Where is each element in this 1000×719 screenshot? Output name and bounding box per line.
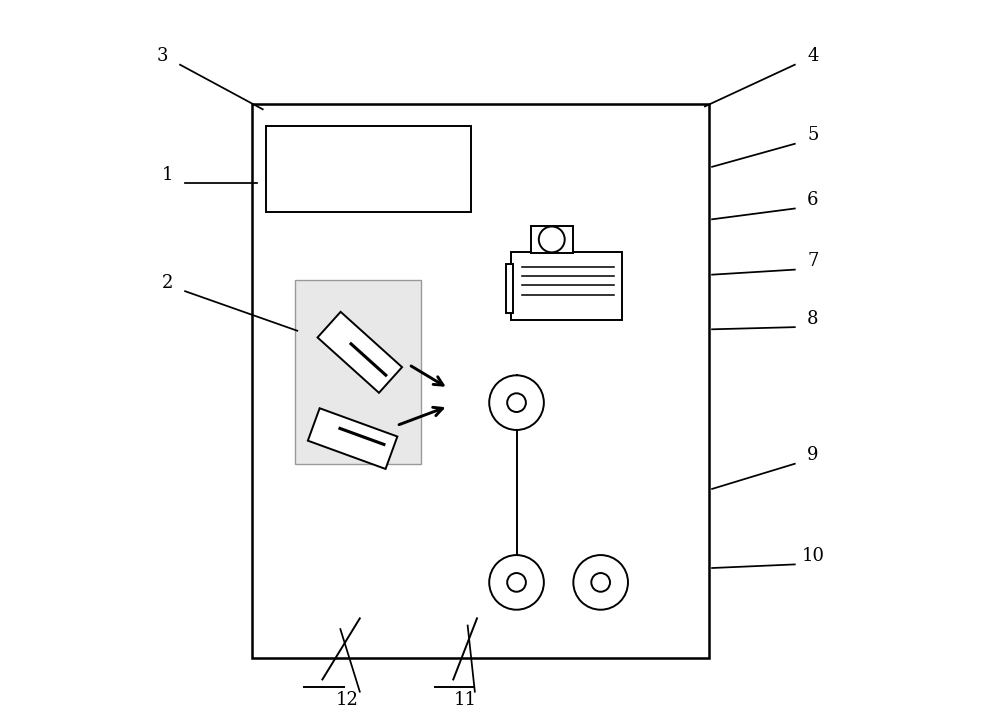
Circle shape	[489, 375, 544, 430]
Bar	[295, 280, 421, 464]
Polygon shape	[308, 408, 397, 469]
Circle shape	[507, 573, 526, 592]
Circle shape	[591, 573, 610, 592]
Text: 10: 10	[801, 546, 824, 565]
Text: 6: 6	[807, 191, 819, 209]
Text: 3: 3	[156, 47, 168, 65]
Polygon shape	[318, 312, 402, 393]
Text: 1: 1	[162, 165, 174, 184]
Text: 12: 12	[336, 691, 359, 710]
Text: 11: 11	[454, 691, 477, 710]
Circle shape	[489, 555, 544, 610]
Circle shape	[507, 393, 526, 412]
Text: 8: 8	[807, 309, 819, 328]
Circle shape	[573, 555, 628, 610]
Bar	[511, 252, 622, 320]
Circle shape	[539, 226, 565, 252]
Bar	[252, 104, 709, 658]
Text: 5: 5	[807, 126, 818, 145]
Text: 9: 9	[807, 446, 819, 464]
Bar	[531, 226, 573, 253]
Bar	[506, 264, 513, 313]
Text: 7: 7	[807, 252, 818, 270]
Text: 4: 4	[807, 47, 818, 65]
Bar	[266, 126, 471, 212]
Text: 2: 2	[162, 273, 174, 292]
